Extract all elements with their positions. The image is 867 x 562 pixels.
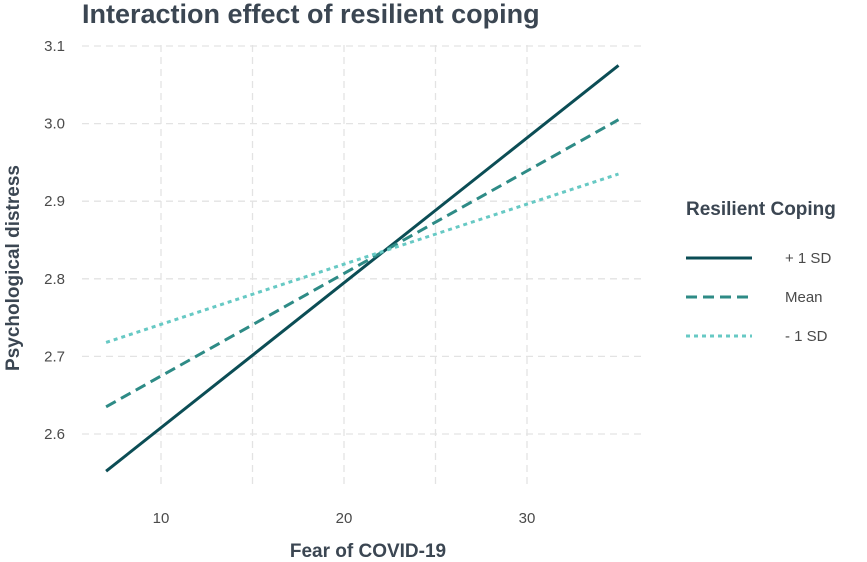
y-axis-title: Psychological distress <box>3 165 24 371</box>
series-line-dotted <box>105 172 619 344</box>
y-tick-label: 2.8 <box>44 271 65 288</box>
legend-label: - 1 SD <box>785 328 828 345</box>
tick-labels: 10 20 30 2.6 2.7 2.8 2.9 3.0 3.1 <box>44 38 535 527</box>
series-line-solid <box>105 64 620 473</box>
series-line-dashed <box>105 118 620 409</box>
y-tick-label: 3.1 <box>44 38 65 55</box>
x-tick-label: 10 <box>153 510 170 527</box>
chart-title: Interaction effect of resilient coping <box>82 0 540 29</box>
y-tick-label: 2.7 <box>44 348 65 365</box>
x-tick-label: 20 <box>336 510 353 527</box>
legend-title: Resilient Coping <box>686 199 836 220</box>
gridlines <box>82 45 642 488</box>
y-tick-label: 3.0 <box>44 116 65 133</box>
x-tick-label: 30 <box>519 510 536 527</box>
series-lines <box>105 64 620 473</box>
legend-label: Mean <box>785 289 823 306</box>
legend: Resilient Coping + 1 SD Mean - 1 SD <box>686 199 836 345</box>
y-tick-label: 2.9 <box>44 193 65 210</box>
x-axis-title: Fear of COVID-19 <box>290 541 446 562</box>
y-tick-label: 2.6 <box>44 426 65 443</box>
legend-label: + 1 SD <box>785 250 831 267</box>
